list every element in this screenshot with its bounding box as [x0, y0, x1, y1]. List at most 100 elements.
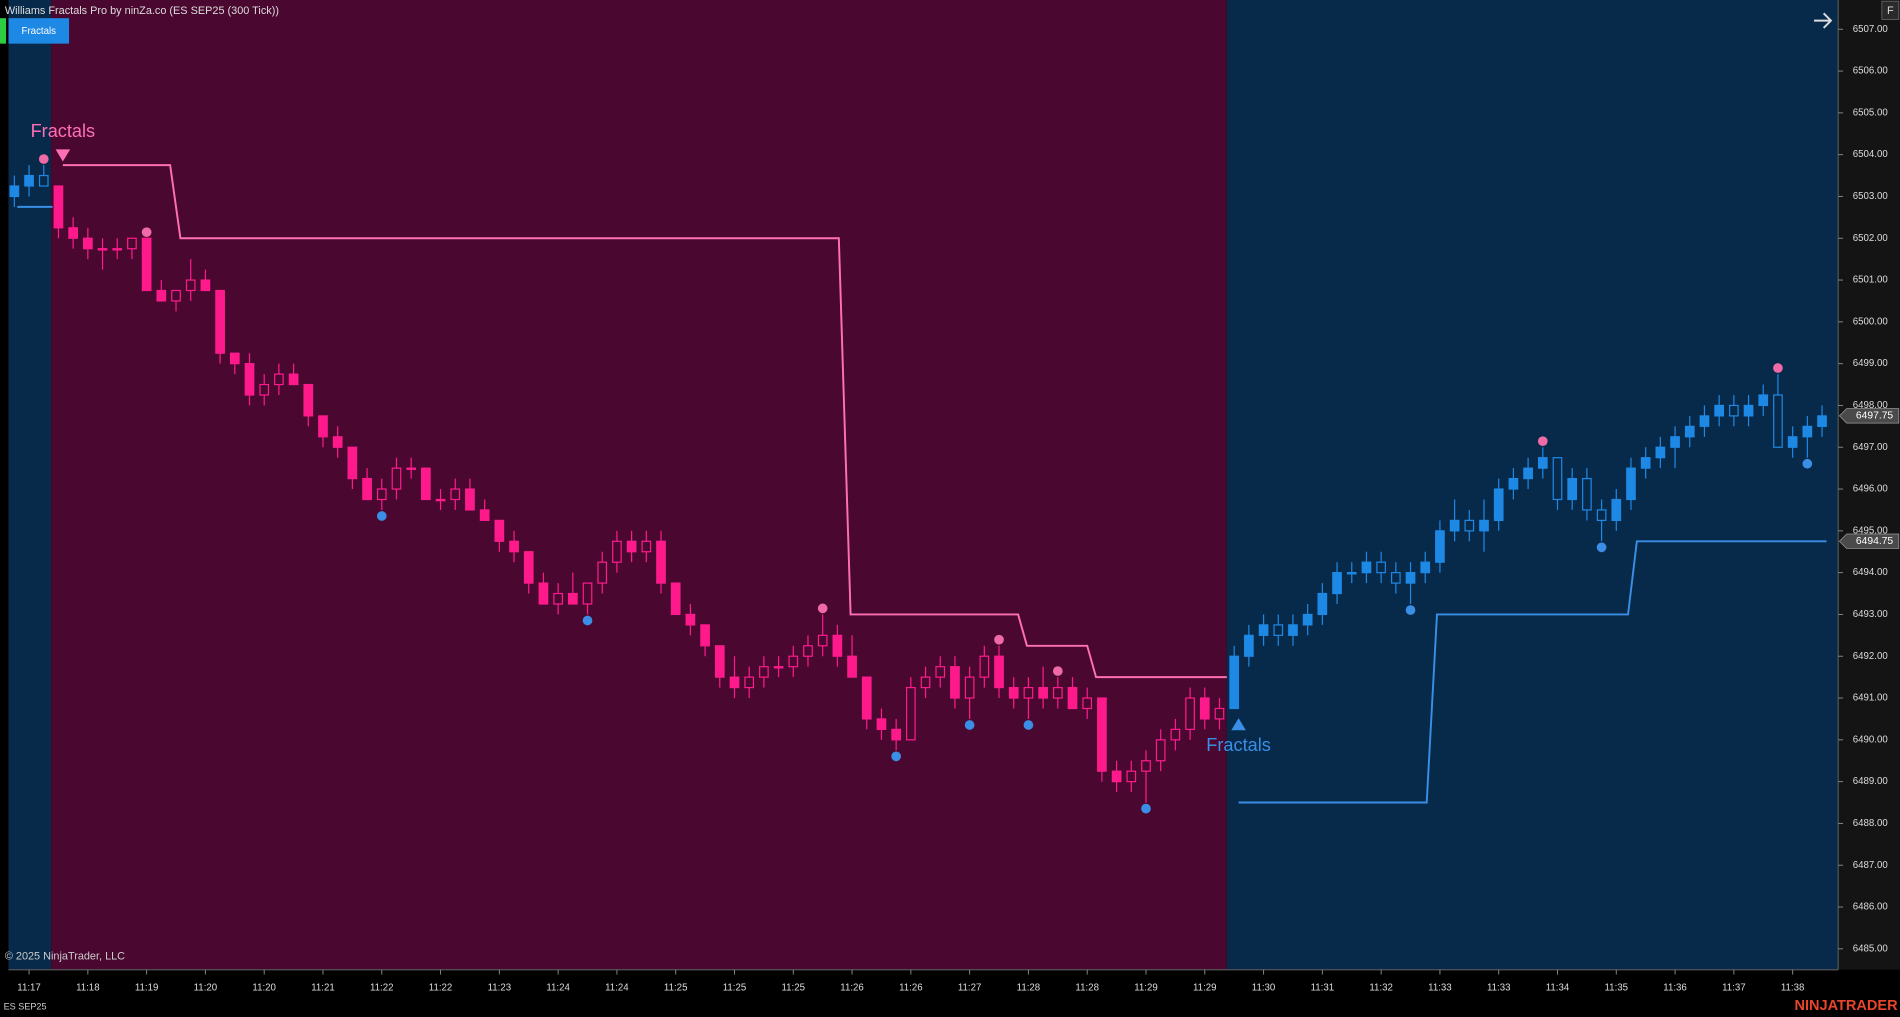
candle-body	[1023, 686, 1034, 699]
candle-body	[112, 248, 123, 251]
candle-body	[861, 676, 872, 720]
candle-body	[626, 540, 637, 553]
price-marker	[1838, 533, 1900, 549]
y-tick-label: 6505.00	[1853, 107, 1889, 118]
price-marker	[1838, 408, 1900, 424]
candle-body	[803, 645, 813, 657]
candle-body	[1038, 686, 1048, 699]
y-tick-label: 6491.00	[1853, 693, 1889, 704]
candle-body	[259, 383, 270, 396]
candle-body	[1126, 770, 1137, 783]
candle-body	[714, 645, 725, 678]
x-tick-label: 11:35	[1605, 982, 1629, 993]
indicator-button-label[interactable]: Fractals	[22, 26, 57, 37]
candle-body	[1361, 561, 1372, 574]
candle-body	[1655, 446, 1666, 459]
candle-body	[82, 237, 93, 250]
candle-body	[1449, 519, 1460, 532]
candle-body	[1229, 655, 1240, 710]
candle-body	[494, 519, 505, 542]
up-fractal	[1537, 436, 1548, 447]
candle-body	[1111, 770, 1122, 783]
x-tick-label: 11:29	[1134, 982, 1158, 993]
candle-body	[1640, 457, 1651, 469]
y-tick-label: 6504.00	[1853, 149, 1889, 160]
candle-body	[759, 666, 769, 678]
candle-body	[318, 415, 328, 438]
x-tick-label: 11:32	[1369, 982, 1393, 993]
candle-body	[656, 540, 666, 584]
candle-body	[450, 488, 461, 501]
y-tick-label: 6503.00	[1853, 191, 1889, 202]
candle-body	[465, 488, 475, 511]
y-tick-label: 6493.00	[1853, 609, 1889, 620]
candle-body	[127, 237, 137, 250]
up-fractal	[1773, 363, 1783, 373]
candle-body	[332, 436, 343, 448]
candle-body	[1067, 686, 1078, 710]
x-tick-label: 11:27	[958, 982, 982, 993]
x-tick-label: 11:30	[1252, 982, 1276, 993]
fractal-level-line	[62, 164, 1227, 679]
up-fractal	[994, 634, 1004, 645]
candle-body	[1582, 477, 1592, 511]
y-tick-label: 6492.00	[1853, 651, 1889, 662]
candle-body	[612, 540, 622, 563]
trend-region	[51, 0, 1227, 970]
candle-body	[244, 363, 255, 396]
candle-body	[9, 185, 20, 198]
candle-body	[964, 676, 975, 699]
candle-body	[274, 373, 284, 386]
candle-body	[1611, 498, 1622, 521]
price-axis-panel	[1838, 0, 1900, 970]
candle-body	[391, 467, 402, 490]
scroll-arrow[interactable]	[1813, 12, 1833, 29]
candle-body	[1185, 697, 1195, 730]
down-fractal	[1596, 542, 1607, 553]
signal-label: Fractals	[1206, 735, 1271, 755]
y-tick-label: 6485.00	[1853, 943, 1889, 954]
x-tick-label: 11:34	[1546, 982, 1570, 993]
trend-region	[1226, 0, 1839, 970]
candle-body	[773, 666, 784, 669]
candle-body	[920, 676, 931, 689]
candle-body	[200, 279, 211, 292]
candle-body	[141, 237, 152, 292]
candle-body	[1170, 728, 1181, 741]
candle-body	[1420, 561, 1431, 574]
candle-body	[215, 289, 225, 354]
candle-body	[156, 289, 167, 302]
y-tick-label: 6486.00	[1853, 902, 1889, 913]
candle-body	[1537, 457, 1548, 469]
candle-body	[435, 498, 446, 502]
candle-body	[1714, 404, 1725, 417]
y-tick-label: 6507.00	[1853, 24, 1889, 35]
y-tick-label: 6502.00	[1853, 233, 1889, 244]
candle-body	[891, 728, 902, 741]
candle-body	[362, 477, 372, 501]
candle-body	[406, 467, 417, 470]
x-tick-label: 11:33	[1487, 982, 1511, 993]
x-tick-label: 11:26	[899, 982, 923, 993]
candle-body	[1258, 624, 1269, 636]
candle-body	[1464, 519, 1475, 532]
down-fractal	[891, 751, 902, 762]
y-tick-label: 6489.00	[1853, 776, 1889, 787]
candle-body	[1684, 425, 1695, 438]
candle-body	[1317, 592, 1328, 616]
y-tick-label: 6497.00	[1853, 442, 1889, 453]
candle-body	[288, 373, 299, 386]
x-tick-label: 11:19	[135, 982, 159, 993]
fractal-level-line	[1238, 540, 1827, 804]
candle-body	[1670, 436, 1680, 448]
menu-button-label[interactable]: F	[1887, 5, 1894, 17]
candle-body	[1758, 394, 1769, 407]
x-tick-label: 11:31	[1311, 982, 1335, 993]
candle-body	[376, 488, 387, 501]
candle-body	[744, 676, 755, 689]
candle-body	[1052, 686, 1063, 699]
indicator-button[interactable]	[8, 18, 70, 44]
menu-button[interactable]	[1881, 0, 1900, 20]
candle-body	[1626, 467, 1636, 501]
